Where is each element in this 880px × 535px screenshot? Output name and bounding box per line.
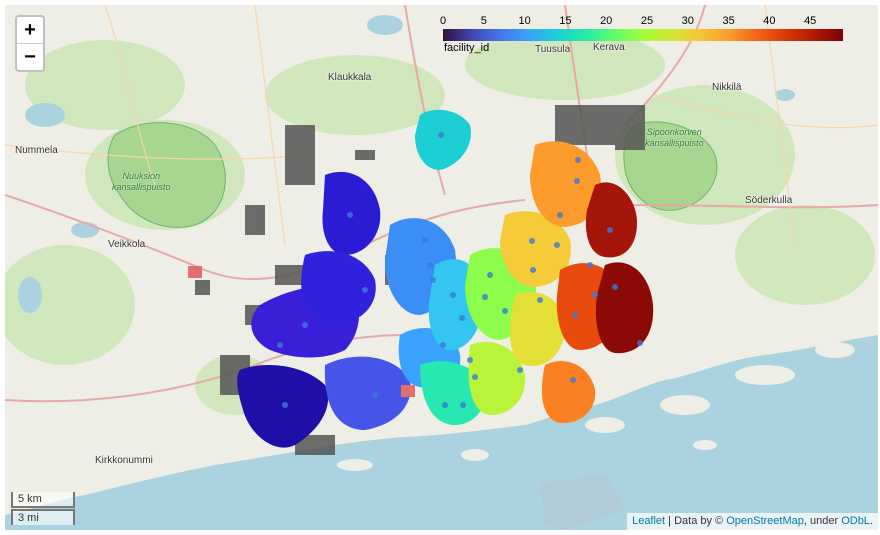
legend-tick: 25 [640, 15, 654, 27]
zoom-out-button[interactable]: − [24, 46, 36, 68]
place-label: Söderkulla [745, 195, 793, 206]
legend-tick: 30 [681, 15, 694, 27]
place-label: Tuusula [535, 44, 571, 55]
lakes [18, 15, 795, 313]
park-label: Nuuksion kansallispuisto [112, 171, 171, 192]
scale-mi: 3 mi [11, 509, 75, 525]
osm-link[interactable]: OpenStreetMap [726, 515, 804, 527]
legend-tick: 5 [480, 15, 487, 27]
place-label: Klaukkala [328, 72, 372, 83]
islands [337, 342, 855, 471]
legend-tick: 35 [722, 15, 735, 27]
legend-tick: 45 [804, 15, 817, 27]
scale-km: 5 km [11, 492, 75, 508]
legend-tick: 15 [559, 15, 572, 27]
leaflet-link[interactable]: Leaflet [632, 515, 666, 527]
minor-roads [5, 5, 878, 246]
zoom-control: + − [15, 15, 45, 72]
attribution-text: | Data by © [665, 515, 727, 527]
legend-caption: facility_id [444, 42, 490, 54]
road-shields [188, 266, 415, 397]
national-parks [107, 121, 718, 228]
attribution-text: . [869, 515, 873, 527]
facility-markers [277, 132, 643, 408]
color-legend: 0 5 10 15 20 25 30 35 40 45 facility_id [439, 15, 843, 54]
legend-tick: 20 [600, 15, 613, 27]
restricted-zone [540, 475, 625, 530]
scale-bar: 5 km 3 mi [11, 492, 75, 525]
place-label: Kirkkonummi [95, 455, 153, 466]
map-view[interactable]: Klaukkala Tuusula Kerava Nikkilä Nummela… [5, 5, 878, 530]
legend-tick: 40 [763, 15, 776, 27]
place-label: Veikkola [108, 239, 146, 250]
place-label: Kerava [593, 42, 625, 53]
place-label: Nummela [15, 145, 58, 156]
zoom-in-button[interactable]: + [17, 17, 43, 44]
legend-colorbar [443, 29, 843, 41]
legend-ticks: 0 5 10 15 20 25 30 35 40 45 [439, 15, 843, 29]
legend-tick: 10 [518, 15, 531, 27]
attribution-text: , under [803, 515, 842, 527]
attribution: Leaflet | Data by © OpenStreetMap, under… [627, 513, 878, 530]
odbl-link[interactable]: ODbL [841, 515, 870, 527]
park-label: Sipoonkorven kansallispuisto [645, 127, 704, 148]
place-label: Nikkilä [712, 82, 742, 93]
legend-tick: 0 [439, 15, 447, 27]
base-map [5, 5, 878, 530]
